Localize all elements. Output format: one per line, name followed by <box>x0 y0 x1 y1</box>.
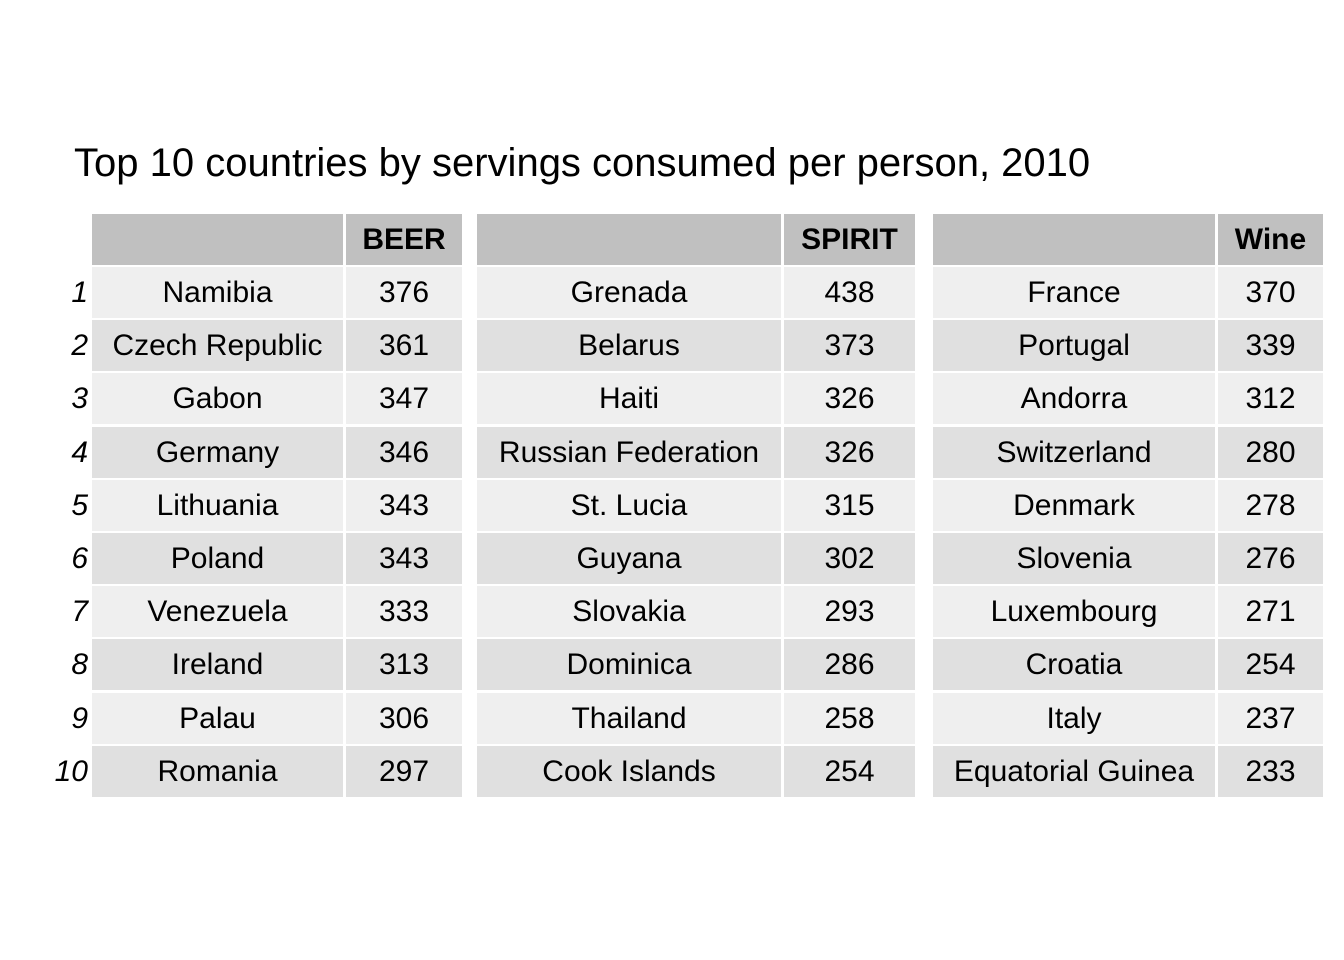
value-cell: 373 <box>784 320 915 371</box>
value-cell: 306 <box>346 693 462 744</box>
country-cell: Venezuela <box>92 586 343 637</box>
country-header-cell <box>92 214 343 265</box>
value-cell: 286 <box>784 639 915 690</box>
value-cell: 254 <box>1218 639 1323 690</box>
page-title: Top 10 countries by servings consumed pe… <box>74 141 1091 185</box>
country-cell: Ireland <box>92 639 343 690</box>
country-cell: Namibia <box>92 267 343 318</box>
country-cell: Grenada <box>477 267 781 318</box>
country-cell: Cook Islands <box>477 746 781 797</box>
country-cell: Luxembourg <box>933 586 1215 637</box>
value-cell: 315 <box>784 480 915 531</box>
country-cell: Switzerland <box>933 427 1215 478</box>
value-cell: 258 <box>784 693 915 744</box>
value-cell: 254 <box>784 746 915 797</box>
value-cell: 339 <box>1218 320 1323 371</box>
value-cell: 346 <box>346 427 462 478</box>
column-header: SPIRIT <box>784 214 915 265</box>
country-cell: Croatia <box>933 639 1215 690</box>
country-cell: France <box>933 267 1215 318</box>
country-cell: Thailand <box>477 693 781 744</box>
rank-label: 10 <box>54 754 88 788</box>
value-cell: 326 <box>784 427 915 478</box>
country-cell: Lithuania <box>92 480 343 531</box>
value-cell: 276 <box>1218 533 1323 584</box>
country-cell: St. Lucia <box>477 480 781 531</box>
rank-label: 8 <box>71 647 88 681</box>
value-cell: 302 <box>784 533 915 584</box>
country-cell: Poland <box>92 533 343 584</box>
rank-label: 3 <box>71 381 88 415</box>
value-cell: 438 <box>784 267 915 318</box>
value-cell: 347 <box>346 373 462 424</box>
value-cell: 376 <box>346 267 462 318</box>
value-cell: 233 <box>1218 746 1323 797</box>
rank-label: 2 <box>71 328 88 362</box>
country-cell: Slovakia <box>477 586 781 637</box>
column-header: Wine <box>1218 214 1323 265</box>
country-cell: Denmark <box>933 480 1215 531</box>
value-cell: 297 <box>346 746 462 797</box>
rank-label: 4 <box>71 435 88 469</box>
value-cell: 293 <box>784 586 915 637</box>
rank-label: 7 <box>71 594 88 628</box>
country-header-cell <box>933 214 1215 265</box>
country-cell: Andorra <box>933 373 1215 424</box>
country-cell: Dominica <box>477 639 781 690</box>
value-cell: 370 <box>1218 267 1323 318</box>
country-cell: Slovenia <box>933 533 1215 584</box>
rank-label: 6 <box>71 541 88 575</box>
country-cell: Gabon <box>92 373 343 424</box>
value-cell: 237 <box>1218 693 1323 744</box>
rank-label: 9 <box>71 701 88 735</box>
value-cell: 326 <box>784 373 915 424</box>
rank-label: 5 <box>71 488 88 522</box>
value-cell: 280 <box>1218 427 1323 478</box>
value-cell: 343 <box>346 533 462 584</box>
value-cell: 333 <box>346 586 462 637</box>
value-cell: 312 <box>1218 373 1323 424</box>
value-cell: 278 <box>1218 480 1323 531</box>
value-cell: 271 <box>1218 586 1323 637</box>
country-cell: Russian Federation <box>477 427 781 478</box>
value-cell: 313 <box>346 639 462 690</box>
rank-label: 1 <box>71 275 88 309</box>
country-cell: Haiti <box>477 373 781 424</box>
value-cell: 343 <box>346 480 462 531</box>
column-header: BEER <box>346 214 462 265</box>
country-cell: Germany <box>92 427 343 478</box>
country-cell: Equatorial Guinea <box>933 746 1215 797</box>
country-cell: Czech Republic <box>92 320 343 371</box>
country-cell: Palau <box>92 693 343 744</box>
value-cell: 361 <box>346 320 462 371</box>
country-cell: Italy <box>933 693 1215 744</box>
country-cell: Portugal <box>933 320 1215 371</box>
country-cell: Romania <box>92 746 343 797</box>
country-header-cell <box>477 214 781 265</box>
country-cell: Belarus <box>477 320 781 371</box>
country-cell: Guyana <box>477 533 781 584</box>
